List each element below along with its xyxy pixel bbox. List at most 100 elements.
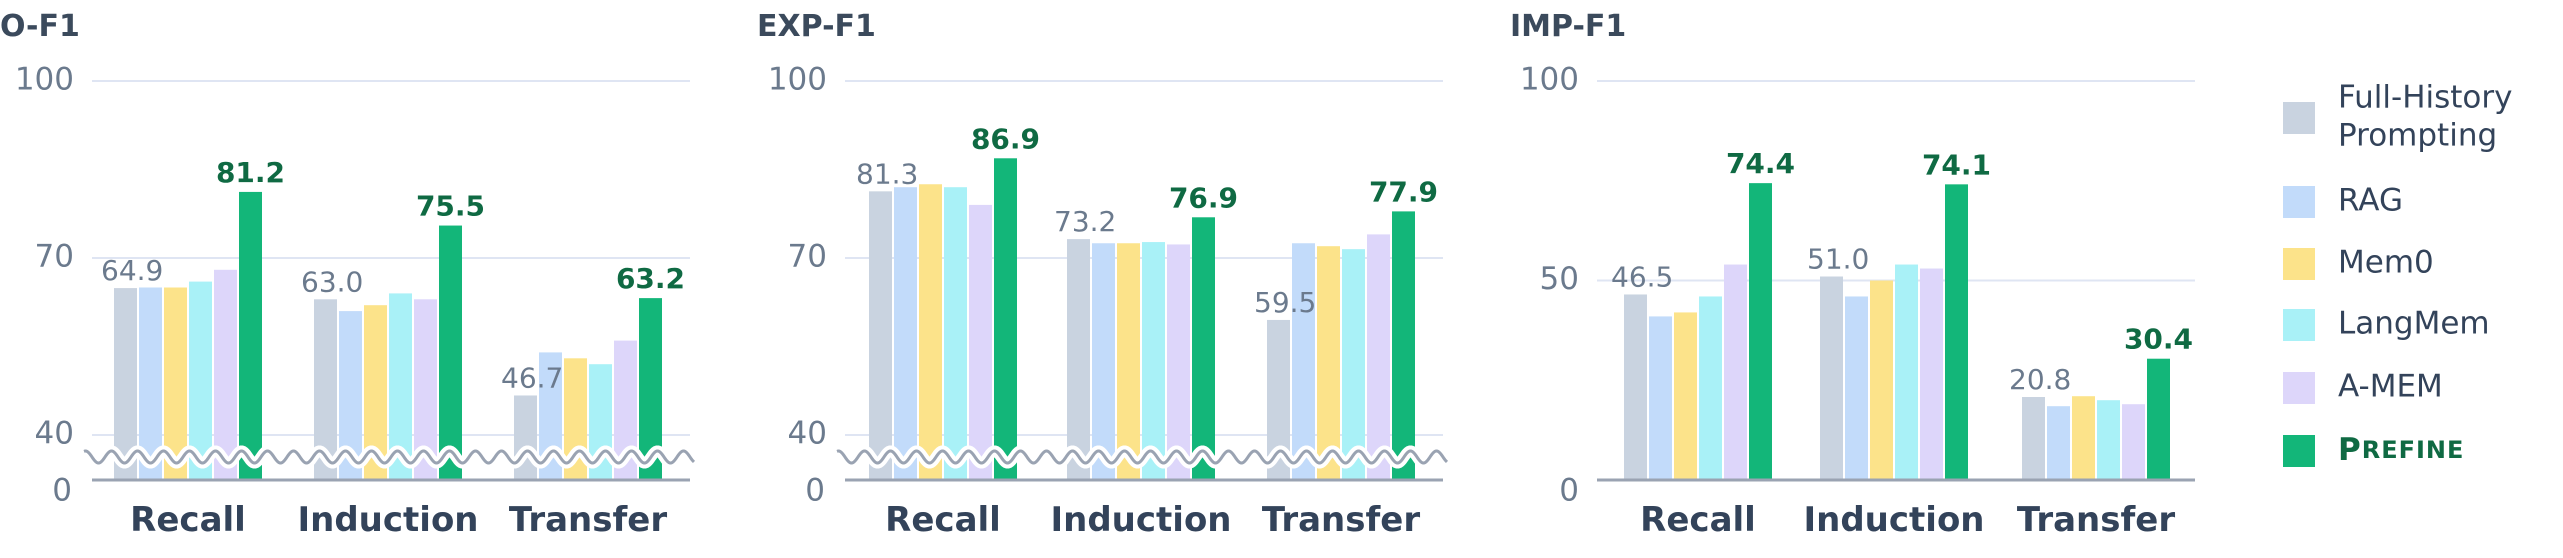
y-tick-label: 0 <box>1559 473 1579 509</box>
data-label-best: 74.1 <box>1922 148 1991 181</box>
x-category-label: Recall <box>1640 500 1756 540</box>
y-tick-label: 0 <box>52 473 72 509</box>
axis-break-squiggle <box>836 449 1449 465</box>
bar <box>994 158 1017 481</box>
bar <box>614 340 637 480</box>
bar <box>1142 242 1165 480</box>
panel-title: IMP-F1 <box>1510 9 1626 44</box>
legend-label: RAG <box>2338 183 2403 219</box>
bar <box>439 225 462 480</box>
bar <box>1749 183 1772 481</box>
data-label: 64.9 <box>101 254 163 287</box>
bar <box>314 299 337 480</box>
bar <box>1342 249 1365 480</box>
x-category-label: Transfer <box>509 500 667 540</box>
legend-label: Full-History <box>2338 80 2512 116</box>
panel-o-f1: O-F1 0 40 70 100 64.9 81.2 Recall 63.0 75.5 Induc… <box>0 9 698 540</box>
data-label-best: 81.2 <box>216 156 285 189</box>
y-tick-label: 50 <box>1540 261 1579 297</box>
bar <box>969 204 992 480</box>
y-tick-label: 100 <box>1520 62 1579 98</box>
data-label-best: 30.4 <box>2124 323 2193 356</box>
bar <box>239 191 262 481</box>
data-label-best: 86.9 <box>971 122 1040 155</box>
bar <box>1674 312 1697 480</box>
data-label: 73.2 <box>1054 205 1116 238</box>
bar <box>1649 316 1672 480</box>
bar <box>189 281 212 480</box>
bar <box>639 298 662 480</box>
legend-label: Mem0 <box>2338 245 2434 281</box>
y-tick-label: 100 <box>15 62 74 98</box>
bar <box>1267 319 1290 480</box>
data-label-best: 63.2 <box>616 262 685 295</box>
data-label: 46.5 <box>1611 260 1673 293</box>
bar <box>2147 358 2170 480</box>
bar <box>2047 406 2070 480</box>
x-category-label: Induction <box>1050 500 1231 540</box>
bar <box>1920 268 1943 480</box>
data-label-best: 75.5 <box>416 190 485 223</box>
bar <box>894 187 917 480</box>
x-category-label: Recall <box>885 500 1001 540</box>
legend-item: LangMem <box>2283 306 2490 342</box>
bar <box>2072 396 2095 480</box>
data-label-best: 76.9 <box>1169 181 1238 214</box>
legend-item: A-MEM <box>2283 369 2443 405</box>
bar <box>944 187 967 480</box>
panel-exp-f1: EXP-F1 0 40 70 100 81.3 86.9 Recall 73.2 76.9 Ind… <box>757 9 1451 540</box>
x-category-label: Induction <box>1803 500 1984 540</box>
data-label: 51.0 <box>1807 243 1869 276</box>
bar <box>869 191 892 480</box>
legend-item: RAG <box>2283 183 2403 219</box>
y-tick-label: 40 <box>788 416 827 452</box>
bar <box>1624 294 1647 480</box>
x-category-label: Recall <box>130 500 246 540</box>
bar <box>1699 296 1722 480</box>
legend-item: PREFINE <box>2283 432 2464 468</box>
data-label: 63.0 <box>301 265 363 298</box>
x-category-label: Transfer <box>1262 500 1420 540</box>
bar <box>1724 264 1747 480</box>
y-tick-label: 70 <box>788 239 827 275</box>
bar <box>414 299 437 480</box>
bar <box>389 293 412 480</box>
bar <box>2022 397 2045 480</box>
bar <box>1845 296 1868 480</box>
legend-swatch <box>2283 186 2315 218</box>
legend-label: Prompting <box>2338 118 2497 154</box>
legend-label: A-MEM <box>2338 369 2443 405</box>
bar <box>2122 404 2145 480</box>
panel-imp-f1: IMP-F1 0 50 100 46.5 74.4 Recall 51.0 74.1 Induc… <box>1510 9 2195 540</box>
data-label-best: 77.9 <box>1369 175 1438 208</box>
legend-item: Mem0 <box>2283 245 2434 281</box>
legend-label: PREFINE <box>2338 432 2464 468</box>
axis-break-squiggle <box>83 449 696 465</box>
legend-label: LangMem <box>2338 306 2490 342</box>
legend-swatch <box>2283 372 2315 404</box>
bar <box>1292 243 1315 480</box>
data-label: 59.5 <box>1254 286 1316 319</box>
bar <box>339 311 362 480</box>
bar <box>1945 184 1968 480</box>
bar <box>2097 400 2120 480</box>
panel-title: EXP-F1 <box>757 9 876 44</box>
y-tick-label: 100 <box>768 62 827 98</box>
y-tick-label: 0 <box>805 473 825 509</box>
legend-swatch <box>2283 435 2315 467</box>
data-label: 20.8 <box>2009 363 2071 396</box>
bar <box>1820 276 1843 480</box>
bar <box>214 269 237 480</box>
legend-swatch <box>2283 309 2315 341</box>
bar <box>1895 264 1918 480</box>
bar <box>1392 211 1415 480</box>
data-label-best: 74.4 <box>1726 147 1795 180</box>
bar <box>1167 244 1190 480</box>
legend-swatch <box>2283 102 2315 134</box>
data-label: 46.7 <box>501 361 563 394</box>
x-category-label: Induction <box>297 500 478 540</box>
bar <box>1367 234 1390 480</box>
